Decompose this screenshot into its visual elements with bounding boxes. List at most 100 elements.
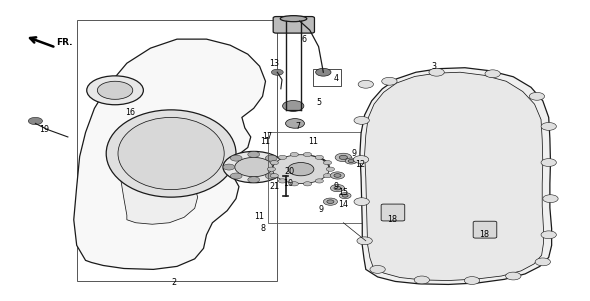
Circle shape [266, 173, 277, 179]
Circle shape [283, 101, 304, 111]
Circle shape [315, 159, 323, 163]
Circle shape [316, 68, 331, 76]
Circle shape [87, 76, 143, 105]
Text: FR.: FR. [56, 38, 73, 47]
Circle shape [230, 155, 242, 161]
Text: 18: 18 [388, 215, 397, 224]
Text: 9: 9 [334, 182, 339, 191]
Circle shape [541, 159, 556, 166]
Circle shape [223, 151, 284, 183]
Text: 5: 5 [316, 98, 321, 107]
Text: 4: 4 [334, 74, 339, 83]
Circle shape [541, 123, 556, 130]
Text: 11: 11 [261, 137, 270, 146]
Text: 21: 21 [269, 182, 280, 191]
Circle shape [270, 174, 278, 178]
Polygon shape [121, 114, 211, 224]
Text: 19: 19 [39, 125, 50, 134]
Circle shape [290, 171, 299, 175]
Circle shape [485, 70, 500, 78]
Text: 18: 18 [479, 230, 489, 239]
Circle shape [235, 157, 273, 177]
FancyBboxPatch shape [273, 17, 314, 33]
Text: 7: 7 [296, 122, 300, 131]
Circle shape [323, 198, 337, 205]
Ellipse shape [280, 16, 307, 22]
Circle shape [370, 265, 385, 273]
Ellipse shape [106, 110, 236, 197]
Circle shape [506, 272, 521, 280]
Circle shape [267, 167, 276, 171]
Circle shape [278, 155, 287, 160]
Circle shape [271, 69, 283, 75]
Circle shape [223, 164, 235, 170]
Circle shape [541, 231, 556, 239]
Text: 12: 12 [355, 160, 365, 169]
Text: 9: 9 [352, 149, 356, 158]
Circle shape [315, 171, 323, 175]
Circle shape [335, 153, 352, 162]
Circle shape [382, 77, 397, 85]
Text: 9: 9 [319, 205, 324, 214]
Circle shape [248, 177, 260, 183]
Circle shape [330, 172, 345, 179]
Circle shape [334, 174, 341, 177]
Text: 10: 10 [283, 179, 293, 188]
Polygon shape [360, 68, 552, 284]
Polygon shape [365, 72, 543, 281]
Circle shape [303, 156, 311, 160]
Circle shape [342, 194, 348, 197]
Circle shape [323, 160, 332, 165]
Text: 11: 11 [255, 212, 264, 221]
Text: 2: 2 [172, 278, 176, 287]
Circle shape [28, 117, 42, 125]
Ellipse shape [118, 117, 224, 190]
Circle shape [303, 174, 311, 178]
Circle shape [535, 258, 550, 266]
Circle shape [97, 81, 133, 99]
Circle shape [284, 156, 329, 178]
Circle shape [303, 182, 312, 186]
Circle shape [230, 173, 242, 179]
Circle shape [327, 200, 334, 203]
Circle shape [294, 160, 320, 174]
Circle shape [273, 164, 284, 170]
Circle shape [543, 195, 558, 203]
Circle shape [286, 119, 304, 128]
Circle shape [464, 277, 480, 284]
Circle shape [320, 165, 329, 169]
Text: 13: 13 [270, 59, 279, 68]
Circle shape [290, 182, 299, 186]
Circle shape [315, 155, 323, 160]
Circle shape [345, 158, 357, 164]
FancyBboxPatch shape [381, 204, 405, 221]
Circle shape [315, 179, 323, 183]
Circle shape [285, 165, 293, 169]
Circle shape [288, 163, 314, 176]
Text: 20: 20 [284, 167, 294, 176]
Text: 8: 8 [260, 224, 265, 233]
Circle shape [354, 198, 369, 206]
FancyBboxPatch shape [473, 221, 497, 238]
Text: 3: 3 [431, 62, 436, 71]
Text: 15: 15 [338, 188, 349, 197]
Circle shape [357, 237, 372, 245]
Circle shape [323, 174, 332, 178]
Circle shape [339, 193, 351, 199]
Text: 14: 14 [339, 200, 348, 209]
Circle shape [358, 80, 373, 88]
Circle shape [266, 155, 277, 161]
Circle shape [334, 186, 341, 190]
Circle shape [353, 156, 369, 163]
Text: 16: 16 [125, 108, 135, 117]
Circle shape [529, 92, 545, 100]
Circle shape [330, 185, 345, 192]
Circle shape [270, 160, 278, 165]
Circle shape [326, 167, 335, 171]
Circle shape [429, 68, 444, 76]
Polygon shape [74, 39, 266, 269]
Circle shape [354, 116, 369, 124]
Circle shape [248, 151, 260, 157]
Circle shape [339, 155, 348, 160]
Circle shape [290, 152, 299, 157]
